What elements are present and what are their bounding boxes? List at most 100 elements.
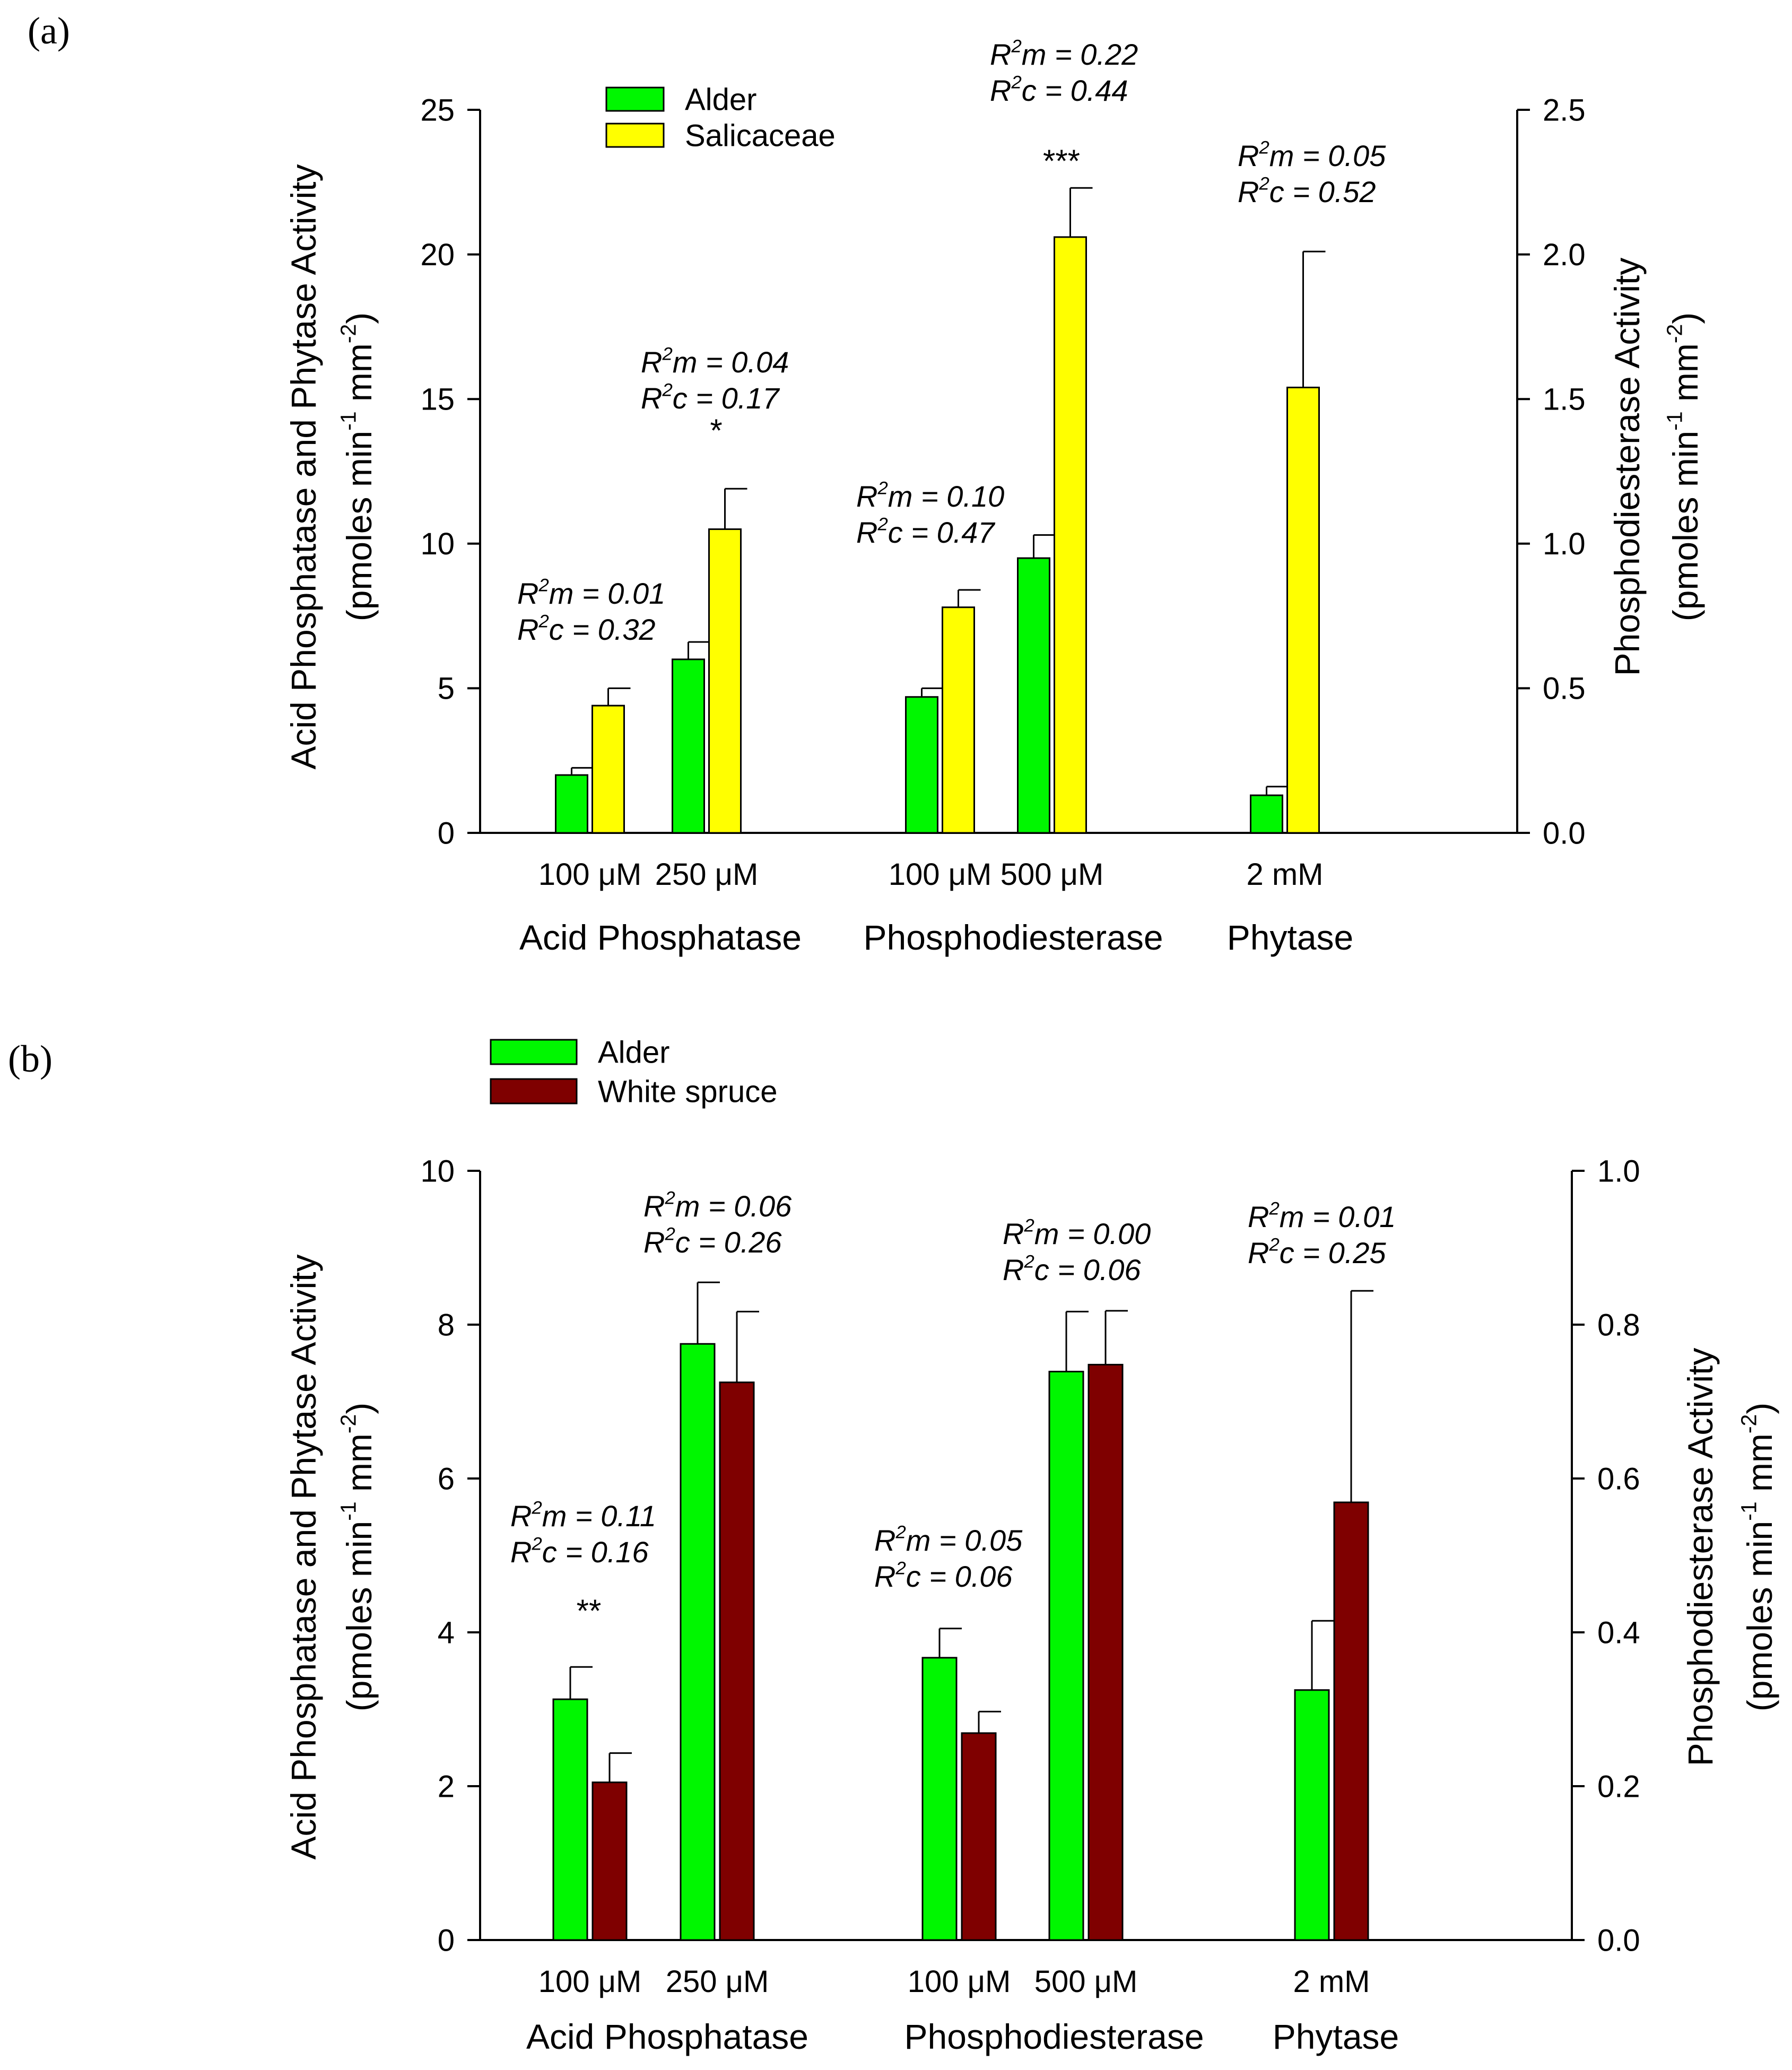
annotation-r2c-a-1: R2c = 0.17 — [641, 380, 780, 415]
bar-b-alder-3 — [1048, 1370, 1084, 1941]
annotation-r2m-a-1: R2m = 0.04 — [641, 344, 789, 379]
group-label-a-1: Phosphodiesterase — [863, 918, 1163, 957]
bar-b-alder-0 — [552, 1698, 588, 1941]
tick-label-right-b-4: 0.8 — [1597, 1308, 1640, 1342]
legend-swatch-a-0 — [605, 86, 665, 112]
y-axis-right-title-b: Phosphodiesterase Activity — [1681, 1348, 1720, 1767]
bar-b-alder-1 — [680, 1343, 716, 1941]
annotation-r2c-a-0: R2c = 0.32 — [517, 611, 656, 646]
legend-swatch-a-1 — [605, 123, 665, 148]
annotation-r2m-a-0: R2m = 0.01 — [517, 575, 665, 610]
annotation-r2m-a-3: R2m = 0.22 — [990, 36, 1138, 71]
annotation-r2m-b-0: R2m = 0.11 — [510, 1498, 656, 1533]
panel-b-chart: (b) 0 0.0 2 0.2 4 0.4 6 0.6 8 0.8 10 1.0 Acid Phospha… — [8, 1035, 1779, 2056]
tick-label-right-b-3: 0.6 — [1597, 1462, 1640, 1496]
y-axis-right-units-a: (pmoles min-1​ mm-2​) — [1662, 312, 1705, 621]
bar-a-alder-0 — [555, 774, 588, 834]
panel-label-a: (a) — [28, 10, 70, 52]
bar-b-white-spruce-4 — [1333, 1501, 1369, 1941]
category-label-b-3: 500 μM — [1034, 1964, 1138, 1999]
tick-label-right-a-1: 0.5 — [1543, 672, 1586, 706]
tick-label-left-a-1: 5 — [438, 672, 455, 706]
bar-b-white-spruce-0 — [591, 1781, 628, 1941]
bar-a-salicaceae-3 — [1054, 236, 1087, 834]
tick-label-left-b-5: 10 — [420, 1154, 455, 1188]
tick-label-left-b-3: 6 — [438, 1462, 455, 1496]
bar-b-alder-4 — [1294, 1689, 1330, 1941]
bar-b-alder-2 — [921, 1657, 958, 1941]
panel-label-b: (b) — [8, 1038, 53, 1080]
category-label-b-0: 100 μM — [538, 1964, 642, 1999]
group-label-b-1: Phosphodiesterase — [904, 2017, 1204, 2056]
bar-a-salicaceae-1 — [708, 528, 742, 834]
annotation-r2c-b-1: R2c = 0.26 — [643, 1224, 782, 1259]
significance-marker-b-0: ** — [577, 1593, 602, 1629]
y-axis-left-units-b: (pmoles min-1​ mm-2​) — [336, 1403, 379, 1711]
legend-label-a-1: Salicaceae — [685, 118, 836, 153]
legend-swatch-b-1 — [490, 1078, 578, 1104]
annotation-r2m-b-3: R2m = 0.00 — [1003, 1215, 1151, 1250]
significance-marker-a-3: *** — [1043, 143, 1080, 179]
bar-b-white-spruce-2 — [961, 1732, 997, 1941]
annotation-r2c-a-4: R2c = 0.52 — [1238, 173, 1376, 208]
category-label-a-0: 100 μM — [538, 857, 642, 892]
tick-label-left-a-3: 15 — [420, 382, 455, 417]
tick-label-right-a-0: 0.0 — [1543, 816, 1586, 850]
category-label-b-1: 250 μM — [666, 1964, 769, 1999]
bar-a-salicaceae-4 — [1286, 386, 1320, 834]
annotation-r2c-a-3: R2c = 0.44 — [990, 72, 1128, 107]
category-label-b-4: 2 mM — [1293, 1964, 1370, 1999]
y-axis-right-units-b: (pmoles min-1​ mm-2​) — [1736, 1403, 1779, 1711]
bar-b-white-spruce-1 — [719, 1381, 755, 1941]
tick-label-left-b-4: 8 — [438, 1308, 455, 1342]
bar-a-salicaceae-2 — [942, 606, 975, 834]
tick-label-right-b-2: 0.4 — [1597, 1615, 1640, 1650]
bar-a-alder-4 — [1250, 794, 1283, 834]
category-label-a-2: 100 μM — [889, 857, 992, 892]
y-axis-left-title-a: Acid Phosphatase and Phytase Activity — [284, 164, 323, 769]
group-label-b-0: Acid Phosphatase — [526, 2017, 808, 2056]
tick-label-right-b-5: 1.0 — [1597, 1154, 1640, 1188]
y-axis-left-title-b: Acid Phosphatase and Phytase Activity — [284, 1254, 323, 1859]
annotation-r2c-b-3: R2c = 0.06 — [1003, 1251, 1141, 1286]
bar-a-alder-2 — [905, 696, 938, 834]
annotation-r2c-b-0: R2c = 0.16 — [510, 1534, 649, 1569]
annotation-r2c-b-4: R2c = 0.25 — [1248, 1234, 1386, 1269]
y-axis-left-units-a: (pmoles min-1​ mm-2​) — [336, 312, 379, 621]
category-label-a-3: 500 μM — [1001, 857, 1104, 892]
category-label-b-2: 100 μM — [908, 1964, 1011, 1999]
annotation-r2m-a-4: R2m = 0.05 — [1238, 137, 1386, 172]
tick-label-right-a-2: 1.0 — [1543, 527, 1586, 561]
tick-label-right-b-1: 0.2 — [1597, 1769, 1640, 1804]
legend-label-b-1: White spruce — [598, 1074, 777, 1109]
bar-b-white-spruce-3 — [1088, 1363, 1124, 1941]
tick-label-left-a-0: 0 — [438, 816, 455, 850]
tick-label-left-a-5: 25 — [420, 93, 455, 127]
tick-label-left-a-2: 10 — [420, 527, 455, 561]
panel-a-chart: (a) 0 0.0 5 0.5 10 1.0 15 1.5 20 2.0 25 2.5 Acid Phos… — [28, 10, 1705, 957]
annotation-r2m-a-2: R2m = 0.10 — [856, 478, 1004, 513]
tick-label-left-b-1: 2 — [438, 1769, 455, 1804]
tick-label-right-a-5: 2.5 — [1543, 93, 1586, 127]
group-label-a-2: Phytase — [1227, 918, 1353, 957]
significance-marker-a-1: * — [710, 413, 722, 448]
group-label-b-2: Phytase — [1273, 2017, 1399, 2056]
group-label-a-0: Acid Phosphatase — [519, 918, 802, 957]
tick-label-left-b-2: 4 — [438, 1615, 455, 1650]
annotation-r2m-b-4: R2m = 0.01 — [1248, 1198, 1396, 1233]
tick-label-right-a-3: 1.5 — [1543, 382, 1586, 417]
annotation-r2c-a-2: R2c = 0.47 — [856, 514, 995, 549]
bar-a-salicaceae-0 — [591, 705, 625, 834]
legend-label-a-0: Alder — [685, 82, 756, 117]
legend-swatch-b-0 — [490, 1039, 578, 1065]
tick-label-left-a-4: 20 — [420, 238, 455, 272]
annotation-r2c-b-2: R2c = 0.06 — [874, 1558, 1013, 1593]
tick-label-right-a-4: 2.0 — [1543, 238, 1586, 272]
annotation-r2m-b-2: R2m = 0.05 — [874, 1522, 1023, 1557]
category-label-a-1: 250 μM — [655, 857, 759, 892]
y-axis-right-title-a: Phosphodiesterase Activity — [1607, 258, 1647, 676]
tick-label-left-b-0: 0 — [438, 1923, 455, 1958]
annotation-r2m-b-1: R2m = 0.06 — [643, 1188, 792, 1223]
category-label-a-4: 2 mM — [1247, 857, 1324, 892]
